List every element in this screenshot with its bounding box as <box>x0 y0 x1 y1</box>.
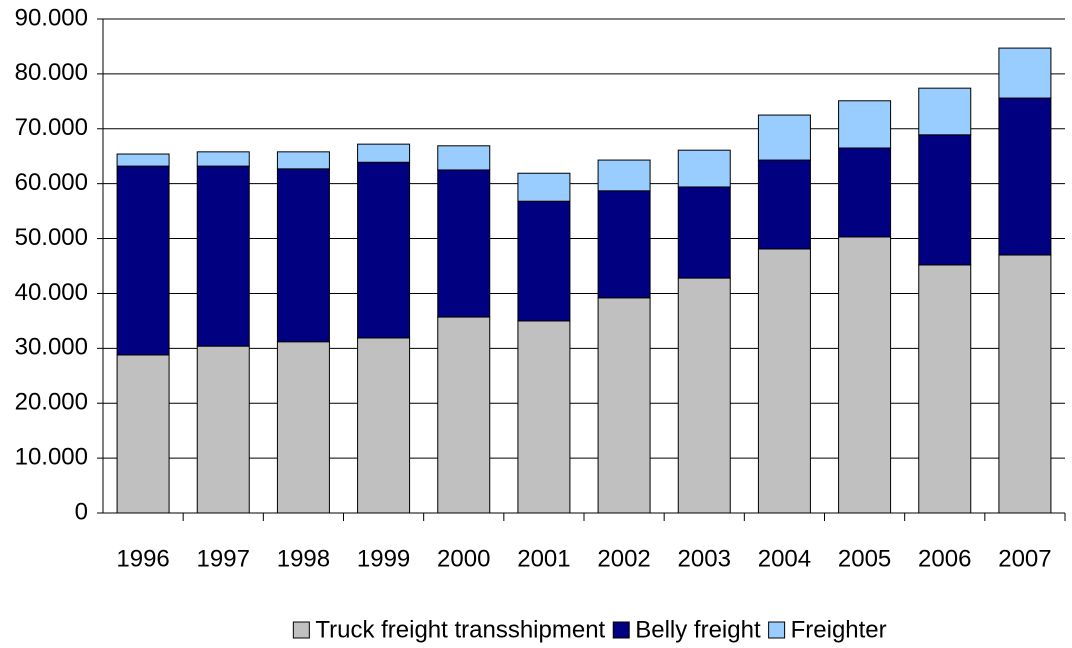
x-tick-label: 2006 <box>918 545 971 572</box>
bar-segment <box>677 186 731 279</box>
bar-segment <box>517 172 571 202</box>
y-tick-label: 10.000 <box>15 443 88 470</box>
bar-segment <box>357 143 411 163</box>
bar-segment <box>677 149 731 188</box>
y-tick-label: 30.000 <box>15 334 88 361</box>
bar-segment <box>116 165 170 356</box>
bar-segment <box>437 145 491 171</box>
bar-segment <box>597 159 651 192</box>
bar-segment <box>757 114 811 161</box>
bar-segment <box>196 151 250 167</box>
legend-label: Belly freight <box>635 616 761 643</box>
bar-segment <box>276 341 330 514</box>
legend-swatch <box>292 621 310 639</box>
bar-segment <box>276 151 330 170</box>
x-tick-label: 1998 <box>277 545 330 572</box>
y-tick-label: 70.000 <box>15 114 88 141</box>
bar-segment <box>196 345 250 514</box>
y-tick-label: 60.000 <box>15 169 88 196</box>
x-tick-label: 2007 <box>998 545 1051 572</box>
x-tick-label: 2003 <box>678 545 731 572</box>
y-tick-label: 50.000 <box>15 224 88 251</box>
bar-segment <box>357 337 411 514</box>
x-tick-label: 2004 <box>758 545 811 572</box>
y-tick-label: 20.000 <box>15 389 88 416</box>
legend-swatch <box>768 621 786 639</box>
y-tick-label: 0 <box>75 498 88 525</box>
bar-segment <box>918 264 972 514</box>
bar-segment <box>597 297 651 514</box>
bar-segment <box>677 277 731 514</box>
y-tick-label: 40.000 <box>15 279 88 306</box>
bar-segment <box>998 97 1052 256</box>
bar-segment <box>838 100 892 149</box>
legend-swatch <box>612 621 630 639</box>
legend-label: Freighter <box>791 616 887 643</box>
x-tick-label: 2005 <box>838 545 891 572</box>
bar-segment <box>196 165 250 347</box>
x-tick-label: 2002 <box>597 545 650 572</box>
bar-segment <box>918 87 972 136</box>
bar-segment <box>357 161 411 339</box>
bar-segment <box>437 316 491 514</box>
bar-segment <box>597 190 651 299</box>
bar-segment <box>116 354 170 514</box>
x-tick-label: 1996 <box>116 545 169 572</box>
x-tick-label: 1997 <box>197 545 250 572</box>
bar-segment <box>116 153 170 167</box>
bar-segment <box>998 47 1052 99</box>
bar-segment <box>918 134 972 266</box>
bar-segment <box>437 169 491 318</box>
bar-segment <box>757 159 811 250</box>
x-tick-label: 2001 <box>517 545 570 572</box>
bar-segment <box>757 248 811 514</box>
bar-segment <box>998 254 1052 514</box>
legend-label: Truck freight transshipment <box>315 616 605 643</box>
bar-segment <box>517 200 571 322</box>
y-tick-label: 80.000 <box>15 59 88 86</box>
x-tick-label: 2000 <box>437 545 490 572</box>
bar-segment <box>276 168 330 343</box>
bar-segment <box>517 320 571 514</box>
bar-segment <box>838 147 892 238</box>
bar-segment <box>838 236 892 514</box>
x-tick-label: 1999 <box>357 545 410 572</box>
y-tick-label: 90.000 <box>15 4 88 31</box>
